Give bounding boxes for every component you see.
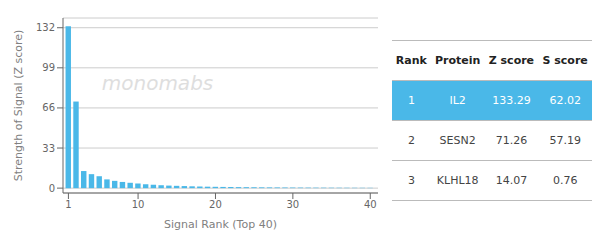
html-text:KLHL18: KLHL18 [436, 174, 479, 187]
html-text:57.19: 57.19 [549, 134, 581, 147]
svg-text:Signal Rank (Top 40): Signal Rank (Top 40) [164, 218, 277, 231]
html-text:14.07: 14.07 [495, 174, 528, 187]
html-text:Protein: Protein [435, 54, 481, 67]
svg-text:99: 99 [42, 62, 55, 73]
html-text:Z score: Z score [488, 54, 535, 67]
html-text:62.02: 62.02 [549, 94, 581, 107]
svg-text:10: 10 [132, 199, 145, 210]
html-text:S score: S score [542, 54, 588, 67]
html-text:2: 2 [407, 134, 415, 147]
svg-text:33: 33 [42, 143, 55, 154]
svg-text:20: 20 [209, 199, 222, 210]
html-text:SESN2: SESN2 [439, 134, 476, 147]
svg-text:1: 1 [65, 199, 71, 210]
html-text:3: 3 [407, 174, 415, 187]
html-text:Rank: Rank [395, 54, 427, 67]
html-text:IL2: IL2 [449, 94, 466, 107]
html-text:1: 1 [407, 94, 415, 107]
svg-text:0: 0 [49, 183, 55, 194]
svg-text:30: 30 [286, 199, 299, 210]
svg-text:66: 66 [42, 102, 55, 113]
svg-text:132: 132 [36, 22, 55, 33]
html-text:monomabs: monomabs [101, 70, 214, 95]
html-text:71.26: 71.26 [495, 134, 528, 147]
svg-text:Strength of Signal (Z score): Strength of Signal (Z score) [12, 30, 25, 182]
html-text:133.29: 133.29 [492, 94, 531, 107]
html-text:0.76: 0.76 [552, 174, 578, 187]
svg-text:40: 40 [364, 199, 377, 210]
